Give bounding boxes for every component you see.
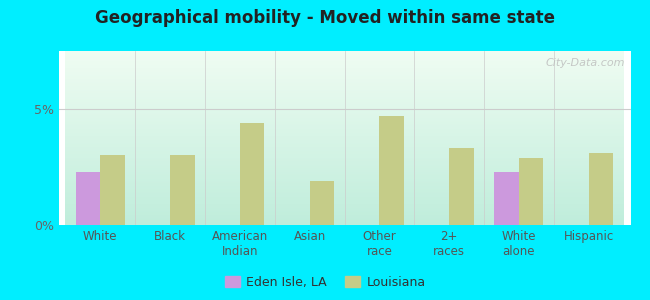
Bar [170, 155, 194, 225]
Bar [519, 158, 543, 225]
Bar [495, 172, 519, 225]
Bar [240, 123, 265, 225]
Bar [100, 155, 125, 225]
Bar [449, 148, 474, 225]
Legend: Eden Isle, LA, Louisiana: Eden Isle, LA, Louisiana [220, 271, 430, 294]
Text: Geographical mobility - Moved within same state: Geographical mobility - Moved within sam… [95, 9, 555, 27]
Bar [309, 181, 334, 225]
Text: City-Data.com: City-Data.com [545, 58, 625, 68]
Bar [589, 153, 613, 225]
Bar [76, 172, 100, 225]
Bar [380, 116, 404, 225]
